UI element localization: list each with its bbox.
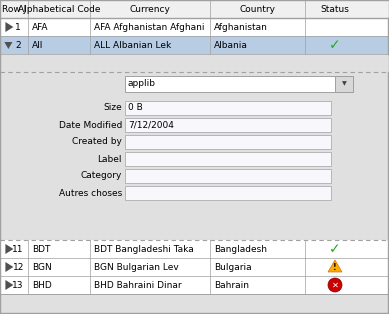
Text: 0 B: 0 B	[128, 104, 143, 112]
Text: BHD Bahraini Dinar: BHD Bahraini Dinar	[94, 280, 182, 290]
Text: Bulgaria: Bulgaria	[214, 263, 252, 272]
Text: Category: Category	[81, 171, 122, 181]
Text: ✓: ✓	[329, 242, 341, 256]
Text: Size: Size	[103, 104, 122, 112]
Bar	[125, 101, 331, 115]
Text: 12: 12	[12, 263, 24, 272]
Bar	[125, 169, 331, 183]
Bar	[125, 186, 331, 200]
Text: 2: 2	[16, 41, 21, 50]
Text: 11: 11	[12, 245, 24, 253]
Bar	[125, 135, 331, 149]
Text: AFA Afghanistan Afghani: AFA Afghanistan Afghani	[94, 23, 205, 31]
Polygon shape	[328, 260, 342, 272]
Text: ALL Albanian Lek: ALL Albanian Lek	[94, 41, 171, 50]
Bar	[125, 118, 331, 132]
Text: ✕: ✕	[331, 280, 338, 290]
Text: BGN: BGN	[32, 263, 52, 272]
Text: Created by: Created by	[72, 138, 122, 147]
Text: ✓: ✓	[329, 38, 341, 52]
Text: BHD: BHD	[32, 280, 52, 290]
Text: Afghanistan: Afghanistan	[214, 23, 268, 31]
Bar	[335, 76, 353, 92]
Bar	[0, 294, 389, 314]
Bar	[0, 258, 389, 276]
Bar	[125, 152, 331, 166]
Bar	[0, 72, 389, 240]
Text: AFA: AFA	[32, 23, 49, 31]
Polygon shape	[4, 42, 12, 49]
Bar	[0, 36, 389, 54]
Text: 1: 1	[15, 23, 21, 31]
Text: BDT Bangladeshi Taka: BDT Bangladeshi Taka	[94, 245, 194, 253]
Text: 7/12/2004: 7/12/2004	[128, 121, 174, 129]
Text: Currency: Currency	[130, 4, 170, 14]
Polygon shape	[5, 262, 13, 272]
Text: Bangladesh: Bangladesh	[214, 245, 267, 253]
Text: Label: Label	[98, 154, 122, 164]
Text: Country: Country	[240, 4, 275, 14]
Bar	[0, 0, 389, 18]
Text: Bahrain: Bahrain	[214, 280, 249, 290]
Text: ▼: ▼	[342, 82, 346, 86]
Text: Status: Status	[321, 4, 349, 14]
Text: BDT: BDT	[32, 245, 50, 253]
Text: Date Modified: Date Modified	[59, 121, 122, 129]
Text: Row J: Row J	[2, 4, 26, 14]
Circle shape	[328, 278, 342, 292]
Polygon shape	[5, 22, 13, 32]
Bar	[125, 76, 353, 92]
Text: 13: 13	[12, 280, 24, 290]
Polygon shape	[5, 244, 13, 254]
Text: !: !	[333, 263, 337, 273]
Text: BGN Bulgarian Lev: BGN Bulgarian Lev	[94, 263, 179, 272]
Text: applib: applib	[128, 79, 156, 89]
Text: Alphabetical Code: Alphabetical Code	[18, 4, 100, 14]
Bar	[0, 240, 389, 258]
Text: All: All	[32, 41, 44, 50]
Polygon shape	[5, 280, 13, 290]
Text: Albania: Albania	[214, 41, 248, 50]
Bar	[0, 18, 389, 36]
Text: Autres choses: Autres choses	[59, 188, 122, 198]
Bar	[0, 276, 389, 294]
